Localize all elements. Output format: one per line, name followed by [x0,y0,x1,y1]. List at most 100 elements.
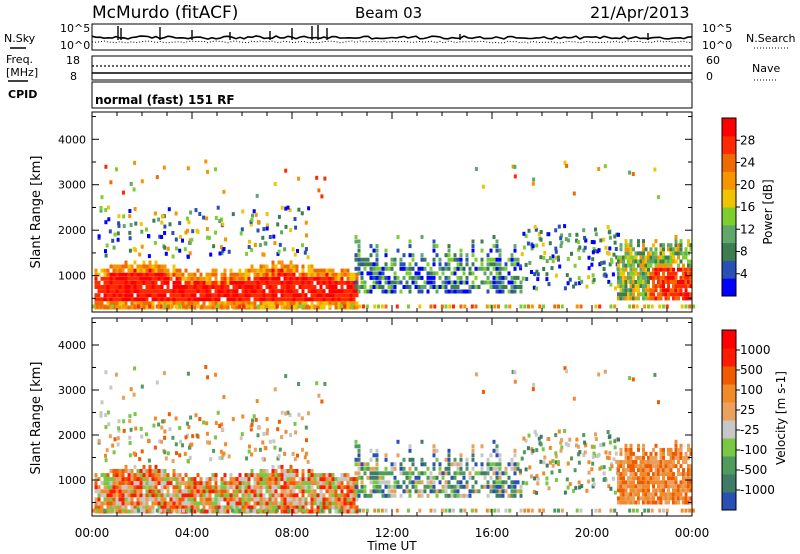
velocity-cell [226,501,230,506]
power-cell [189,304,193,309]
power-cell [531,244,535,249]
velocity-cell [583,450,587,455]
power-cell [624,247,628,252]
velocity-cell [667,451,670,456]
velocity-cell [535,474,539,479]
velocity-cell [535,490,539,495]
velocity-cell [235,493,239,498]
velocity-cell [674,464,678,469]
velocity-cell [208,509,212,514]
power-cell [456,266,460,271]
velocity-cell [115,505,119,510]
power-cell [602,260,606,265]
power-cell [495,257,499,262]
velocity-cell [292,501,296,506]
power-cell [268,280,272,285]
velocity-cell [654,443,658,448]
power-cell [354,285,358,289]
velocity-cell [157,497,161,502]
velocity-cell [187,485,191,490]
velocity-cell [248,444,251,449]
power-cell [277,268,281,273]
velocity-cell [534,432,538,437]
velocity-cell [617,484,620,489]
velocity-cell [241,414,245,419]
power-cell [577,256,581,261]
power-cell [405,266,409,271]
velocity-cell [375,448,379,453]
velocity-cell [154,497,158,502]
velocity-cell [689,464,693,469]
velocity-cell [286,469,290,473]
velocity-cell [310,505,314,510]
power-cell [662,267,665,272]
velocity-cell [304,489,308,494]
velocity-cell [453,475,457,480]
velocity-cell [644,484,648,489]
power-cell [301,272,305,277]
velocity-cell [193,493,197,498]
power-cell [349,289,353,294]
power-cell [340,280,344,285]
power-cell [289,276,293,281]
power-cell [632,271,635,276]
velocity-cell [127,481,131,486]
velocity-cell [199,477,203,482]
velocity-cell [262,497,266,502]
velocity-cell [117,419,121,424]
velocity-cell [157,422,161,427]
power-cell [591,280,595,285]
power-cell [97,293,101,298]
velocity-cell [346,485,350,490]
power-cell [153,211,157,216]
velocity-cell [115,509,119,514]
power-cell [384,262,388,267]
power-cell [390,266,394,271]
velocity-cell [145,473,149,478]
power-cell [363,285,367,289]
power-cell [501,275,505,280]
power-cell [395,304,399,309]
velocity-cell [178,501,182,506]
power-cell [241,209,245,214]
velocity-cell [274,489,278,494]
power-cell [121,297,125,302]
power-cell [553,304,557,309]
velocity-cell [181,477,185,482]
power-cell [337,293,341,298]
velocity-cell [174,416,178,421]
power-cell [172,280,176,285]
power-cell [399,262,403,267]
power-cell [396,248,400,253]
power-cell [340,272,344,277]
velocity-cell [627,460,630,464]
velocity-cell [274,505,278,510]
velocity-cell [639,476,643,481]
power-cell [264,304,268,309]
velocity-cell [283,505,287,510]
velocity-cell [127,489,131,494]
velocity-cell [672,451,675,456]
power-cell [128,214,132,219]
velocity-cell [674,443,678,448]
power-cell [286,205,290,210]
power-cell [136,289,140,294]
power-cell [271,260,275,265]
velocity-cell [142,505,146,510]
power-cell [103,293,107,298]
velocity-cell [331,481,335,486]
power-cell [396,235,400,239]
power-cell [202,293,206,298]
power-cell [136,276,140,281]
power-cell [130,297,134,302]
power-cell [238,285,242,289]
velocity-cell [459,466,463,471]
velocity-cell [280,410,284,415]
power-cell [418,304,422,309]
velocity-cell [468,493,472,498]
power-cell [672,296,675,301]
power-cell [608,262,612,267]
velocity-cell [273,387,277,392]
velocity-cell [142,485,146,490]
power-cell [208,305,212,310]
